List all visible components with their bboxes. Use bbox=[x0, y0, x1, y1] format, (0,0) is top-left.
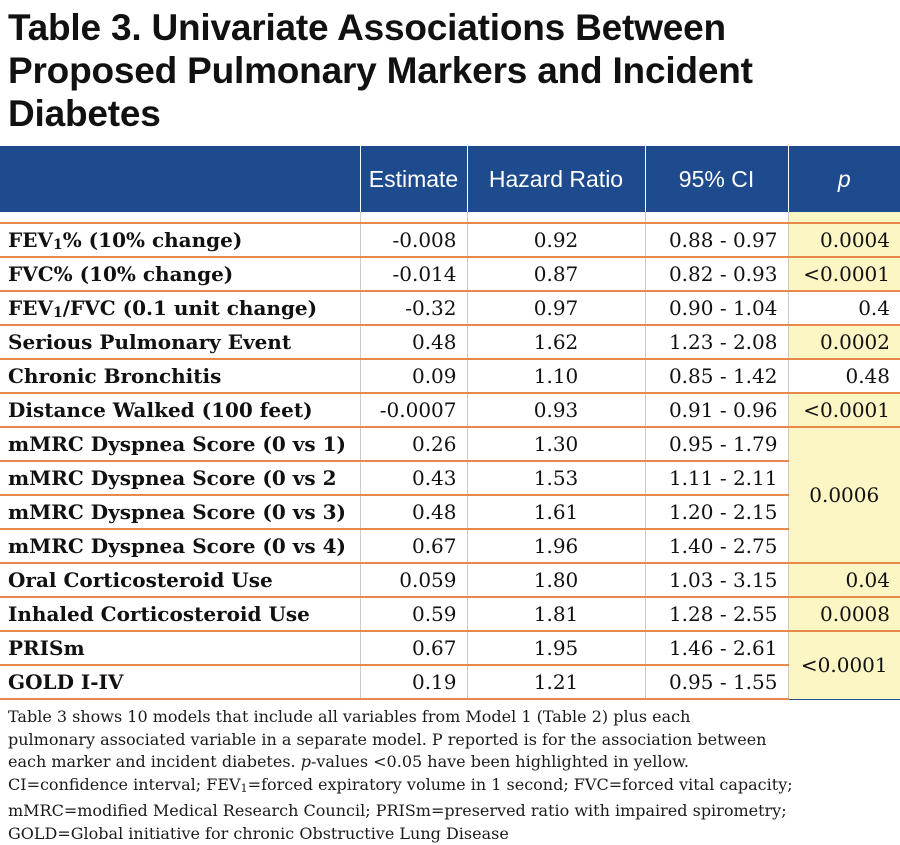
header-label bbox=[0, 146, 360, 212]
header-p: p bbox=[788, 146, 900, 212]
hr-cell: 0.87 bbox=[467, 257, 645, 291]
footnote-line: mMRC=modified Medical Research Council; … bbox=[8, 800, 894, 823]
table-row: GOLD I-IV 0.19 1.21 0.95 - 1.55 bbox=[0, 665, 900, 699]
estimate-cell: 0.67 bbox=[360, 631, 467, 665]
ci-cell: 1.20 - 2.15 bbox=[645, 495, 788, 529]
hr-cell: 0.92 bbox=[467, 223, 645, 257]
p-cell: 0.0002 bbox=[788, 325, 900, 359]
estimate-cell: 0.48 bbox=[360, 495, 467, 529]
table-row: Serious Pulmonary Event 0.48 1.62 1.23 -… bbox=[0, 325, 900, 359]
row-label: Oral Corticosteroid Use bbox=[0, 563, 360, 597]
hr-cell: 0.97 bbox=[467, 291, 645, 325]
p-cell: <0.0001 bbox=[788, 393, 900, 427]
hr-cell: 1.95 bbox=[467, 631, 645, 665]
ci-cell: 1.11 - 2.11 bbox=[645, 461, 788, 495]
row-label: Distance Walked (100 feet) bbox=[0, 393, 360, 427]
row-label: GOLD I-IV bbox=[0, 665, 360, 699]
ci-cell: 1.46 - 2.61 bbox=[645, 631, 788, 665]
fev1-fvc-label: FEV1/FVC (0.1 unit change) bbox=[8, 296, 317, 320]
ci-cell: 1.40 - 2.75 bbox=[645, 529, 788, 563]
table-row: Chronic Bronchitis 0.09 1.10 0.85 - 1.42… bbox=[0, 359, 900, 393]
table-row: mMRC Dyspnea Score (0 vs 1) 0.26 1.30 0.… bbox=[0, 427, 900, 461]
ci-cell: 0.82 - 0.93 bbox=[645, 257, 788, 291]
table-row: Distance Walked (100 feet) -0.0007 0.93 … bbox=[0, 393, 900, 427]
table-row: mMRC Dyspnea Score (0 vs 4) 0.67 1.96 1.… bbox=[0, 529, 900, 563]
p-cell: 0.0008 bbox=[788, 597, 900, 631]
header-ci: 95% CI bbox=[645, 146, 788, 212]
table-row: FEV1% (10% change) -0.008 0.92 0.88 - 0.… bbox=[0, 223, 900, 257]
estimate-cell: 0.059 bbox=[360, 563, 467, 597]
row-label: FVC% (10% change) bbox=[0, 257, 360, 291]
hr-cell: 1.81 bbox=[467, 597, 645, 631]
footnote-line: GOLD=Global initiative for chronic Obstr… bbox=[8, 823, 894, 845]
hr-cell: 1.61 bbox=[467, 495, 645, 529]
estimate-cell: -0.014 bbox=[360, 257, 467, 291]
hr-cell: 1.96 bbox=[467, 529, 645, 563]
header-row: Estimate Hazard Ratio 95% CI p bbox=[0, 146, 900, 212]
table-row: PRISm 0.67 1.95 1.46 - 2.61 <0.0001 bbox=[0, 631, 900, 665]
table-title: Table 3. Univariate Associations Between… bbox=[8, 6, 892, 135]
header-hazard-ratio: Hazard Ratio bbox=[467, 146, 645, 212]
footnote-line: CI=confidence interval; FEV1=forced expi… bbox=[8, 774, 894, 801]
ci-cell: 0.95 - 1.79 bbox=[645, 427, 788, 461]
row-label: Chronic Bronchitis bbox=[0, 359, 360, 393]
row-label: Serious Pulmonary Event bbox=[0, 325, 360, 359]
fev1-label: FEV1% (10% change) bbox=[8, 228, 242, 252]
estimate-cell: 0.19 bbox=[360, 665, 467, 699]
ci-cell: 1.03 - 3.15 bbox=[645, 563, 788, 597]
estimate-cell: -0.008 bbox=[360, 223, 467, 257]
estimate-cell: 0.26 bbox=[360, 427, 467, 461]
p-cell: 0.4 bbox=[788, 291, 900, 325]
table-row: FVC% (10% change) -0.014 0.87 0.82 - 0.9… bbox=[0, 257, 900, 291]
p-cell-merged-mmrc: 0.0006 bbox=[788, 427, 900, 563]
hr-cell: 1.21 bbox=[467, 665, 645, 699]
footnote-line: Table 3 shows 10 models that include all… bbox=[8, 706, 894, 729]
estimate-cell: 0.09 bbox=[360, 359, 467, 393]
estimate-cell: 0.48 bbox=[360, 325, 467, 359]
estimate-cell: 0.59 bbox=[360, 597, 467, 631]
row-label: mMRC Dyspnea Score (0 vs 4) bbox=[0, 529, 360, 563]
row-label: mMRC Dyspnea Score (0 vs 2 bbox=[0, 461, 360, 495]
row-label: FEV1% (10% change) bbox=[0, 223, 360, 257]
table-row: FEV1/FVC (0.1 unit change) -0.32 0.97 0.… bbox=[0, 291, 900, 325]
table-row: Inhaled Corticosteroid Use 0.59 1.81 1.2… bbox=[0, 597, 900, 631]
ci-cell: 1.23 - 2.08 bbox=[645, 325, 788, 359]
p-cell: 0.04 bbox=[788, 563, 900, 597]
row-label: PRISm bbox=[0, 631, 360, 665]
results-table: Estimate Hazard Ratio 95% CI p FEV1% (10… bbox=[0, 146, 900, 700]
table-row: Oral Corticosteroid Use 0.059 1.80 1.03 … bbox=[0, 563, 900, 597]
hr-cell: 1.80 bbox=[467, 563, 645, 597]
ci-cell: 0.91 - 0.96 bbox=[645, 393, 788, 427]
row-label: FEV1/FVC (0.1 unit change) bbox=[0, 291, 360, 325]
p-cell: 0.0004 bbox=[788, 223, 900, 257]
ci-cell: 0.90 - 1.04 bbox=[645, 291, 788, 325]
p-cell: <0.0001 bbox=[788, 257, 900, 291]
hr-cell: 0.93 bbox=[467, 393, 645, 427]
table-footnote: Table 3 shows 10 models that include all… bbox=[8, 706, 894, 845]
table-row: mMRC Dyspnea Score (0 vs 3) 0.48 1.61 1.… bbox=[0, 495, 900, 529]
p-cell: 0.48 bbox=[788, 359, 900, 393]
row-label: Inhaled Corticosteroid Use bbox=[0, 597, 360, 631]
estimate-cell: -0.0007 bbox=[360, 393, 467, 427]
footnote-line: pulmonary associated variable in a separ… bbox=[8, 729, 894, 752]
row-label: mMRC Dyspnea Score (0 vs 1) bbox=[0, 427, 360, 461]
ci-cell: 0.85 - 1.42 bbox=[645, 359, 788, 393]
header-estimate: Estimate bbox=[360, 146, 467, 212]
estimate-cell: 0.67 bbox=[360, 529, 467, 563]
estimate-cell: 0.43 bbox=[360, 461, 467, 495]
ci-cell: 0.95 - 1.55 bbox=[645, 665, 788, 699]
hr-cell: 1.10 bbox=[467, 359, 645, 393]
hr-cell: 1.53 bbox=[467, 461, 645, 495]
row-label: mMRC Dyspnea Score (0 vs 3) bbox=[0, 495, 360, 529]
estimate-cell: -0.32 bbox=[360, 291, 467, 325]
spacer-row bbox=[0, 212, 900, 223]
ci-cell: 0.88 - 0.97 bbox=[645, 223, 788, 257]
table-row: mMRC Dyspnea Score (0 vs 2 0.43 1.53 1.1… bbox=[0, 461, 900, 495]
footnote-line: each marker and incident diabetes. p-val… bbox=[8, 751, 894, 774]
hr-cell: 1.62 bbox=[467, 325, 645, 359]
hr-cell: 1.30 bbox=[467, 427, 645, 461]
ci-cell: 1.28 - 2.55 bbox=[645, 597, 788, 631]
p-cell-merged-prism-gold: <0.0001 bbox=[788, 631, 900, 699]
